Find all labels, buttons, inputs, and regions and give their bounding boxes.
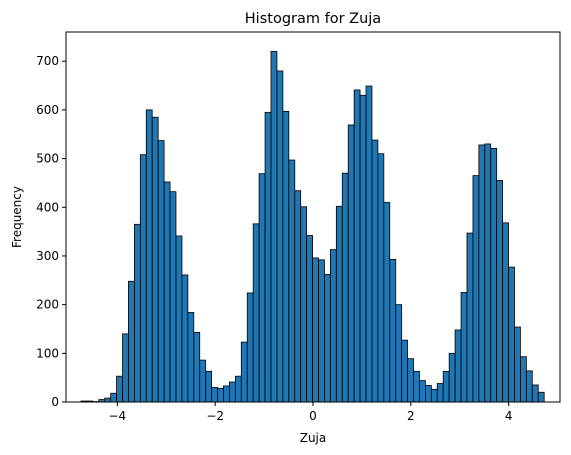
histogram-bar (187, 312, 195, 403)
histogram-bar (258, 173, 266, 403)
histogram-bar (329, 249, 337, 403)
histogram-bar (151, 116, 159, 403)
histogram-bar (294, 190, 302, 403)
histogram-bar (353, 89, 361, 403)
histogram-bar (270, 51, 278, 403)
x-tick-label: 4 (505, 409, 513, 423)
histogram-bar (122, 333, 129, 403)
x-axis-ticks: −4 −2 0 2 4 (109, 402, 513, 423)
histogram-bar (531, 384, 539, 403)
histogram-bar (466, 232, 474, 403)
y-axis-ticks: 0 100 200 300 400 500 600 700 (36, 54, 66, 409)
y-tick-label: 300 (36, 249, 59, 263)
x-tick-label: −4 (109, 409, 127, 423)
histogram-bar (312, 257, 319, 403)
histogram-bar (442, 370, 450, 403)
histogram-bar (145, 109, 153, 403)
histogram-bar (419, 380, 426, 403)
histogram-bar (324, 274, 331, 403)
histogram-bar (163, 181, 171, 403)
y-axis-label: Frequency (10, 186, 24, 248)
histogram-bar (395, 304, 403, 403)
histogram-bar (335, 205, 343, 403)
histogram-bar (377, 153, 385, 403)
histogram-bar (460, 292, 468, 403)
histogram-bar (217, 387, 224, 403)
histogram-bar (413, 370, 420, 403)
histogram-bar (181, 274, 189, 403)
histogram-bar (282, 110, 290, 403)
histogram-bar (496, 180, 504, 403)
x-tick-label: 0 (309, 409, 317, 423)
histogram-bar (240, 341, 248, 403)
histogram-bar (193, 331, 201, 403)
y-tick-label: 400 (36, 200, 59, 214)
histogram-bar (246, 292, 254, 403)
y-tick-label: 600 (36, 103, 59, 117)
histogram-bar (490, 147, 498, 403)
histogram-bar (525, 370, 533, 403)
histogram-bar (537, 391, 545, 403)
y-tick-label: 0 (51, 395, 59, 409)
y-tick-label: 100 (36, 346, 59, 360)
histogram-bar (288, 159, 296, 403)
chart-title: Histogram for Zuja (245, 11, 381, 27)
histogram-bar (300, 206, 308, 403)
histogram-bars (80, 51, 545, 403)
histogram-bar (448, 352, 456, 403)
histogram-bar (347, 124, 355, 403)
histogram-bar (341, 172, 349, 403)
histogram-bar (454, 329, 462, 403)
y-tick-label: 500 (36, 152, 59, 166)
histogram-bar (134, 223, 141, 403)
histogram-bar (104, 397, 112, 403)
histogram-bar (508, 266, 515, 403)
y-tick-label: 200 (36, 298, 59, 312)
histogram-bar (484, 143, 492, 403)
histogram-bar (389, 258, 397, 403)
histogram-bar (116, 375, 123, 403)
histogram-bar (401, 339, 408, 403)
histogram-bar (139, 154, 147, 403)
histogram-bar (318, 259, 325, 403)
histogram-bar (502, 222, 509, 403)
histogram-bar (175, 235, 183, 403)
histogram-bar (128, 280, 135, 403)
histogram-bar (436, 383, 444, 403)
histogram-bar (110, 392, 118, 403)
histogram-bar (306, 235, 313, 403)
histogram-bar (234, 375, 242, 403)
histogram-bar (365, 85, 373, 403)
histogram-bar (264, 111, 272, 403)
histogram-bar (211, 386, 218, 403)
histogram-bar (371, 139, 379, 403)
histogram-bar (223, 385, 230, 403)
x-tick-label: 2 (407, 409, 415, 423)
histogram-bar (383, 201, 391, 403)
histogram-bar (424, 385, 432, 403)
histogram-bar (199, 359, 207, 403)
histogram-bar (472, 175, 480, 403)
histogram-bar (478, 144, 486, 403)
histogram-bar (169, 191, 177, 403)
histogram-bar (229, 381, 236, 403)
x-axis-label: Zuja (300, 431, 327, 445)
histogram-bar (430, 388, 438, 403)
histogram-bar (157, 140, 165, 403)
histogram-bar (252, 223, 260, 403)
y-tick-label: 700 (36, 54, 59, 68)
x-tick-label: −2 (206, 409, 224, 423)
histogram-bar (407, 358, 414, 403)
histogram-bar (520, 356, 527, 403)
histogram-bar (359, 94, 367, 403)
histogram-bar (205, 370, 213, 403)
histogram-bar (276, 70, 284, 403)
histogram-bar (514, 326, 521, 403)
